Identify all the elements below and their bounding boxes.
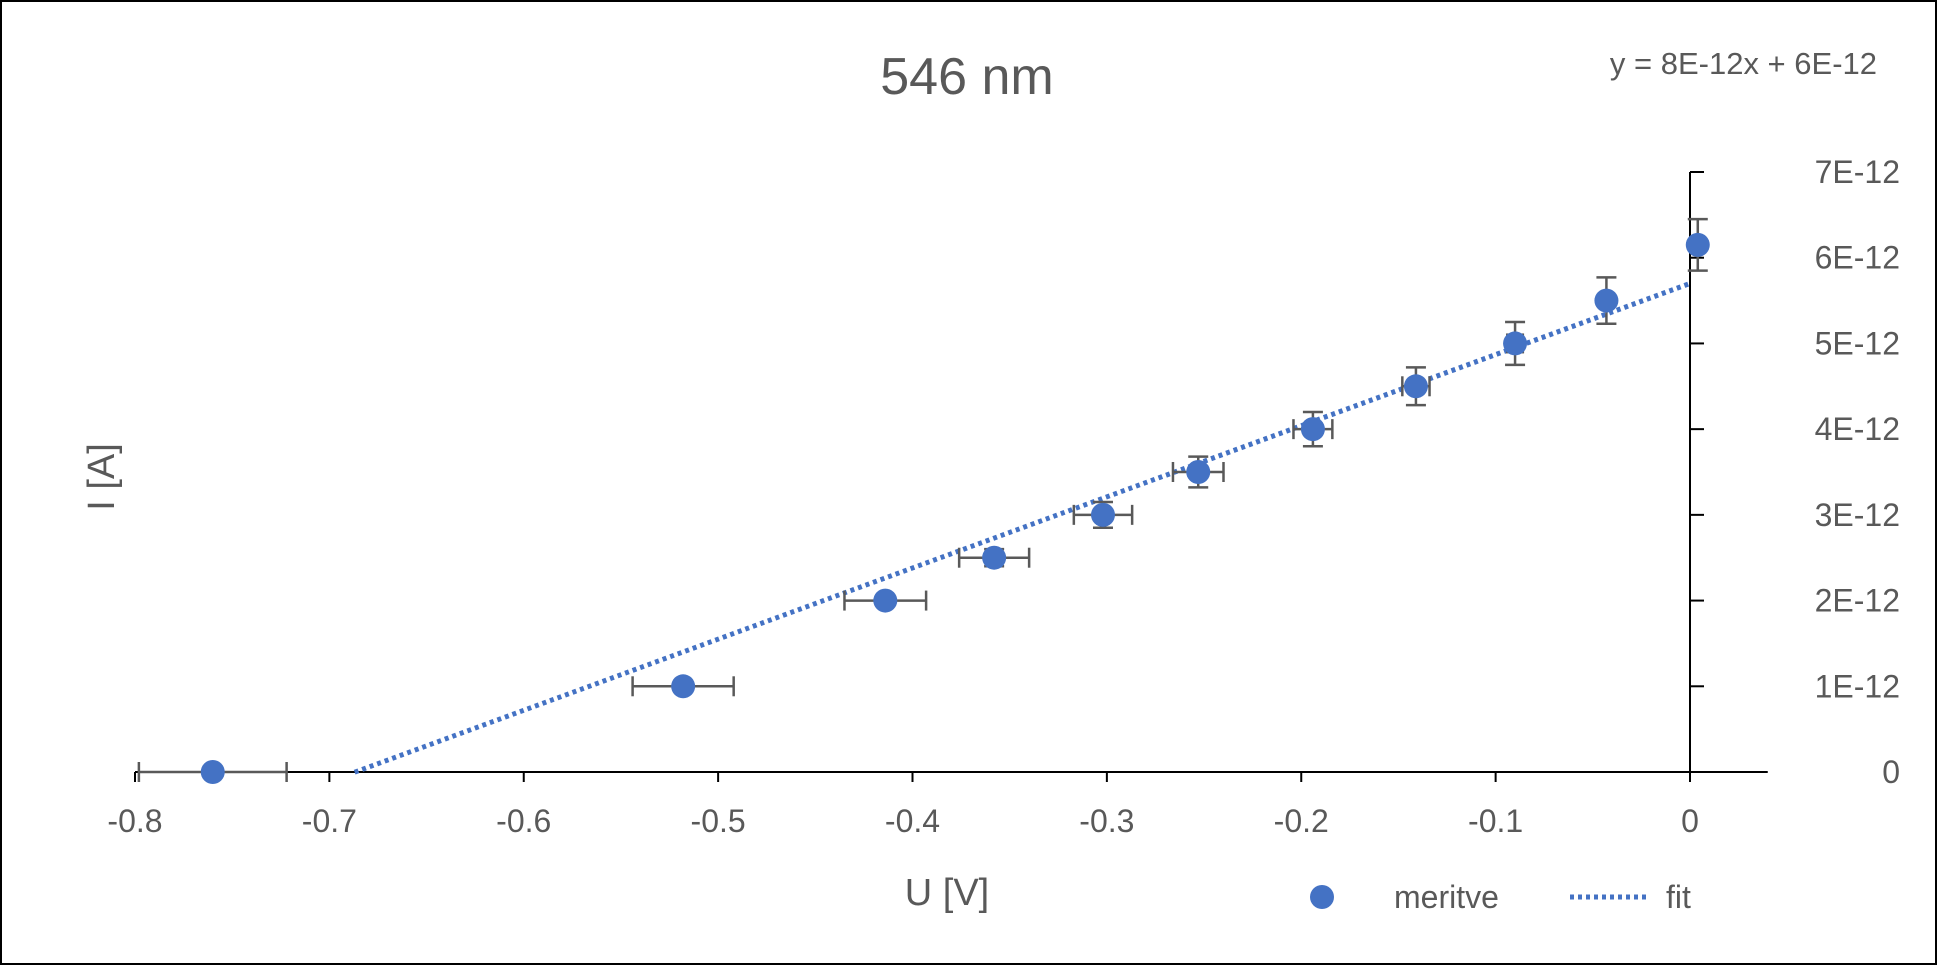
data-point <box>1090 502 1115 527</box>
data-point <box>1186 460 1211 484</box>
x-tick-label: -0.8 <box>107 803 162 839</box>
x-tick-label: -0.7 <box>302 803 357 839</box>
data-point <box>671 674 696 699</box>
data-point <box>1403 374 1428 399</box>
x-tick-label: -0.6 <box>496 803 551 839</box>
data-point <box>1300 417 1325 442</box>
chart-title: 546 nm <box>880 48 1053 106</box>
legend: meritve fit <box>1310 879 1691 915</box>
x-tick-label: -0.1 <box>1468 803 1523 839</box>
y-axis-label: I [A] <box>81 443 123 511</box>
data-point <box>1503 331 1528 356</box>
x-axis: -0.8 -0.7 -0.6 -0.5 -0.4 -0.3 -0.2 -0.1 0 <box>107 771 1768 839</box>
y-tick-label: 2E-12 <box>1815 583 1900 619</box>
y-tick-label: 6E-12 <box>1815 240 1900 276</box>
x-tick-label: -0.4 <box>885 803 940 839</box>
y-tick-label: 3E-12 <box>1815 497 1900 533</box>
data-points <box>200 232 1710 784</box>
x-tick-label: -0.2 <box>1274 803 1329 839</box>
error-bars <box>137 217 1708 782</box>
x-tick-label: -0.5 <box>691 803 746 839</box>
legend-label-fit: fit <box>1666 879 1691 915</box>
fit-line-layer <box>353 281 1691 775</box>
y-tick-label: 7E-12 <box>1815 154 1900 190</box>
legend-label-meritve: meritve <box>1394 879 1499 915</box>
data-point <box>1685 232 1710 257</box>
y-axis: 0 1E-12 2E-12 3E-12 4E-12 5E-12 6E-12 7E-12 <box>1689 154 1900 790</box>
y-tick-label: 0 <box>1882 754 1900 790</box>
x-axis-label: U [V] <box>905 872 989 914</box>
data-point <box>982 545 1007 570</box>
x-tick-label: 0 <box>1681 803 1699 839</box>
y-tick-label: 1E-12 <box>1815 668 1900 704</box>
legend-marker-meritve <box>1310 885 1334 909</box>
data-point <box>200 760 225 784</box>
fit-line <box>353 281 1691 775</box>
trendline-equation: y = 8E-12x + 6E-12 <box>1610 46 1877 81</box>
x-tick-label: -0.3 <box>1079 803 1134 839</box>
data-point <box>1594 288 1619 313</box>
y-tick-label: 5E-12 <box>1815 325 1900 361</box>
y-tick-label: 4E-12 <box>1815 411 1900 447</box>
data-point <box>873 588 898 613</box>
